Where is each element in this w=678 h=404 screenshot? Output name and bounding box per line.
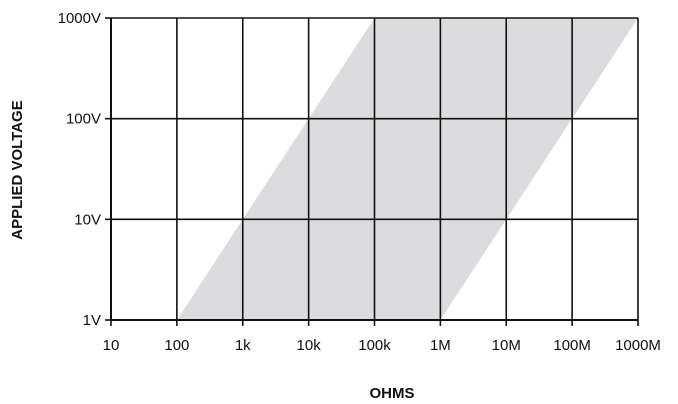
x-tick-label: 100M: [553, 337, 591, 354]
x-tick-label: 100: [164, 337, 189, 354]
x-tick-label: 10: [103, 337, 120, 354]
x-tick-label: 10k: [297, 337, 322, 354]
x-tick-labels: 10 100 1k 10k 100k 1M 10M 100M 1000M: [103, 337, 661, 354]
y-tick-label: 100V: [66, 111, 101, 128]
y-axis-title: APPLIED VOLTAGE: [9, 100, 26, 239]
y-tick-label: 10V: [74, 211, 101, 228]
axis-ticks: [105, 17, 639, 326]
x-axis-title: OHMS: [370, 385, 415, 402]
x-tick-label: 1M: [430, 337, 451, 354]
operating-region: [176, 18, 638, 320]
x-tick-label: 10M: [492, 337, 521, 354]
y-tick-labels: 1V 10V 100V 1000V: [58, 10, 101, 329]
x-tick-label: 1k: [235, 337, 251, 354]
x-tick-label: 100k: [358, 337, 391, 354]
y-tick-label: 1V: [83, 312, 101, 329]
x-tick-label: 1000M: [615, 337, 661, 354]
y-tick-label: 1000V: [58, 10, 101, 27]
